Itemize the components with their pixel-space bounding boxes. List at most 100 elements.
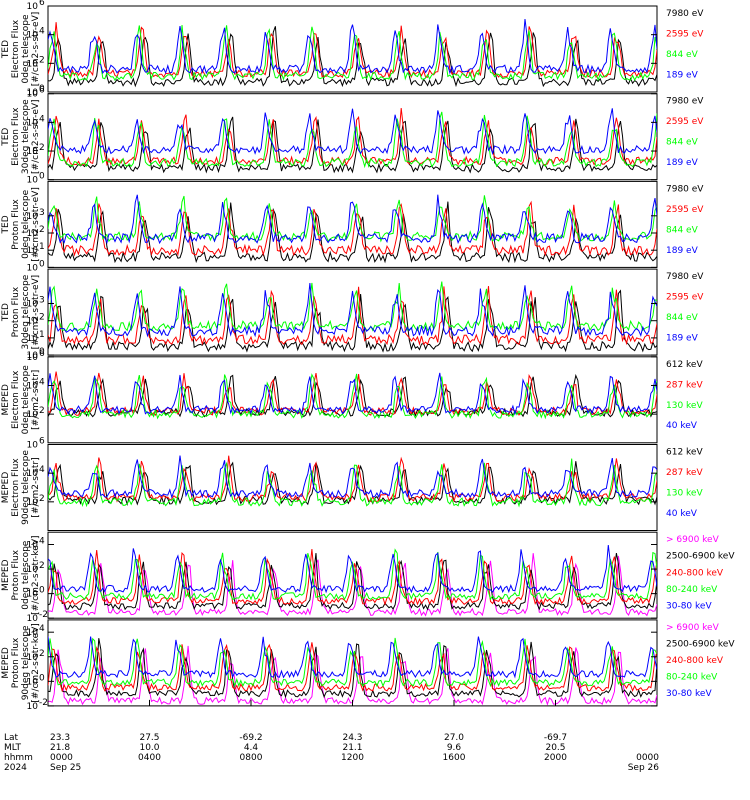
- plot-frame: [47, 356, 658, 444]
- plot-frame: [47, 531, 658, 619]
- legend-entry: 130 keV: [666, 488, 703, 498]
- footer-row-label: 2024: [4, 763, 27, 773]
- y-axis-label-line: [#/cm2-s-str]: [31, 370, 41, 430]
- footer-hhmm-value: 0000: [50, 753, 73, 763]
- y-axis-label-line: Proton Flux: [11, 549, 21, 600]
- legend-entry: 40 keV: [666, 509, 698, 519]
- plot-frame: [47, 444, 658, 531]
- y-tick-label: 10: [27, 590, 39, 600]
- y-tick-label: 10: [27, 441, 39, 451]
- y-tick-label: 10: [27, 212, 39, 222]
- footer-hhmm-value: 1200: [341, 753, 364, 763]
- legend-entry: 2595 eV: [666, 205, 704, 215]
- y-axis-label-line: MEPED: [1, 647, 11, 679]
- y-axis-label: MEPEDProton Flux90deg telescope[#/cm2-s-…: [1, 623, 41, 702]
- y-tick-exponent: 2: [39, 143, 45, 153]
- legend-entry: 7980 eV: [666, 272, 704, 282]
- y-axis-label-line: TED: [1, 215, 11, 234]
- footer-lat-value: -69.7: [544, 733, 567, 743]
- footer-hhmm-value: 0400: [138, 753, 161, 763]
- y-axis-label-line: [#/cm2-s-str-eV]: [31, 275, 41, 350]
- legend-entry: 612 keV: [666, 360, 703, 370]
- y-axis-label-line: MEPED: [1, 384, 11, 416]
- series-group: [48, 455, 657, 508]
- footer-mlt-value: 4.4: [244, 743, 259, 753]
- y-tick-exponent: 4: [39, 114, 45, 124]
- y-tick-label: 10: [27, 300, 39, 310]
- y-axis-label: MEPEDProton Flux0deg telescope[#/cm2-s-s…: [1, 535, 41, 614]
- series-line-2: [48, 286, 657, 346]
- footer-lat-value: -69.2: [239, 733, 262, 743]
- legend-entry: 240-800 keV: [666, 656, 724, 666]
- y-axis-label-line: Electron Flux: [11, 107, 21, 166]
- y-tick-exponent: 0: [39, 673, 45, 683]
- y-axis-label-line: 90deg telescope: [21, 450, 31, 525]
- series-line-4: [48, 637, 657, 688]
- y-tick-label: 10: [27, 614, 39, 624]
- series-group: [48, 18, 657, 88]
- y-tick-exponent: 0: [39, 84, 45, 94]
- legend-entry: 189 eV: [666, 70, 699, 80]
- series-line-3: [48, 111, 657, 169]
- y-axis-label-line: Electron Flux: [11, 458, 21, 517]
- y-tick-label: 10: [27, 317, 39, 327]
- legend-entry: 189 eV: [666, 334, 699, 344]
- y-tick-exponent: 4: [39, 27, 45, 37]
- footer-row-label: Lat: [4, 733, 19, 743]
- y-tick-exponent: 6: [39, 349, 45, 359]
- y-axis-label: TEDElectron Flux0deg telescope[#/cm2-s-s…: [1, 12, 41, 87]
- legend-entry: 189 eV: [666, 158, 699, 168]
- y-tick-exponent: 3: [39, 208, 45, 218]
- y-tick-label: 10: [27, 498, 39, 508]
- y-tick-label: 10: [27, 410, 39, 420]
- y-axis-label: TEDProton Flux0deg telescope[#/cm2-s-str…: [1, 187, 41, 262]
- series-line-2: [48, 107, 657, 167]
- y-axis-label-line: [#/cm2-s-str-eV]: [31, 187, 41, 262]
- y-tick-exponent: 6: [39, 437, 45, 447]
- series-line-4: [48, 372, 657, 416]
- footer-lat-value: 23.3: [50, 733, 70, 743]
- series-line-1: [48, 289, 657, 353]
- series-line-4: [48, 194, 657, 245]
- legend-entry: 612 keV: [666, 448, 703, 458]
- legend-entry: 2595 eV: [666, 117, 704, 127]
- legend-entry: 30-80 keV: [666, 689, 712, 699]
- series-line-2: [48, 200, 657, 257]
- series-group: [48, 371, 657, 420]
- series-line-4: [48, 18, 657, 75]
- y-axis-label-line: [#/cm2-s-str-keV]: [31, 623, 41, 702]
- y-tick-label: 10: [27, 246, 39, 256]
- y-axis-label: MEPEDElectron Flux0deg telescope[#/cm2-s…: [1, 365, 41, 435]
- footer-date-value: Sep 25: [50, 763, 81, 773]
- legend-entry: 844 eV: [666, 313, 699, 323]
- footer-date-value: Sep 26: [628, 763, 660, 773]
- footer-hhmm-value: 2000: [544, 753, 567, 763]
- legend-entry: 30-80 keV: [666, 601, 712, 611]
- y-tick-label: 10: [27, 31, 39, 41]
- y-tick-exponent: 1: [39, 330, 45, 340]
- y-axis-label-line: 0deg telescope: [21, 365, 31, 435]
- y-tick-label: 10: [27, 353, 39, 363]
- series-line-3: [48, 458, 657, 508]
- y-axis-label-line: Proton Flux: [11, 637, 21, 688]
- series-line-3: [48, 25, 657, 82]
- series-line-2: [48, 553, 657, 611]
- y-tick-exponent: 2: [39, 406, 45, 416]
- series-line-1: [48, 26, 657, 88]
- y-tick-exponent: 6: [39, 86, 45, 96]
- y-tick-label: 10: [27, 263, 39, 273]
- y-tick-exponent: 6: [39, 0, 45, 8]
- y-tick-label: 10: [27, 565, 39, 575]
- series-line-2: [48, 638, 657, 699]
- legend-entry: 2595 eV: [666, 29, 704, 39]
- series-line-2: [48, 455, 657, 503]
- legend-entry: > 6900 keV: [666, 623, 720, 633]
- series-line-1: [48, 373, 657, 418]
- y-tick-exponent: 3: [39, 296, 45, 306]
- legend-entry: 844 eV: [666, 138, 699, 148]
